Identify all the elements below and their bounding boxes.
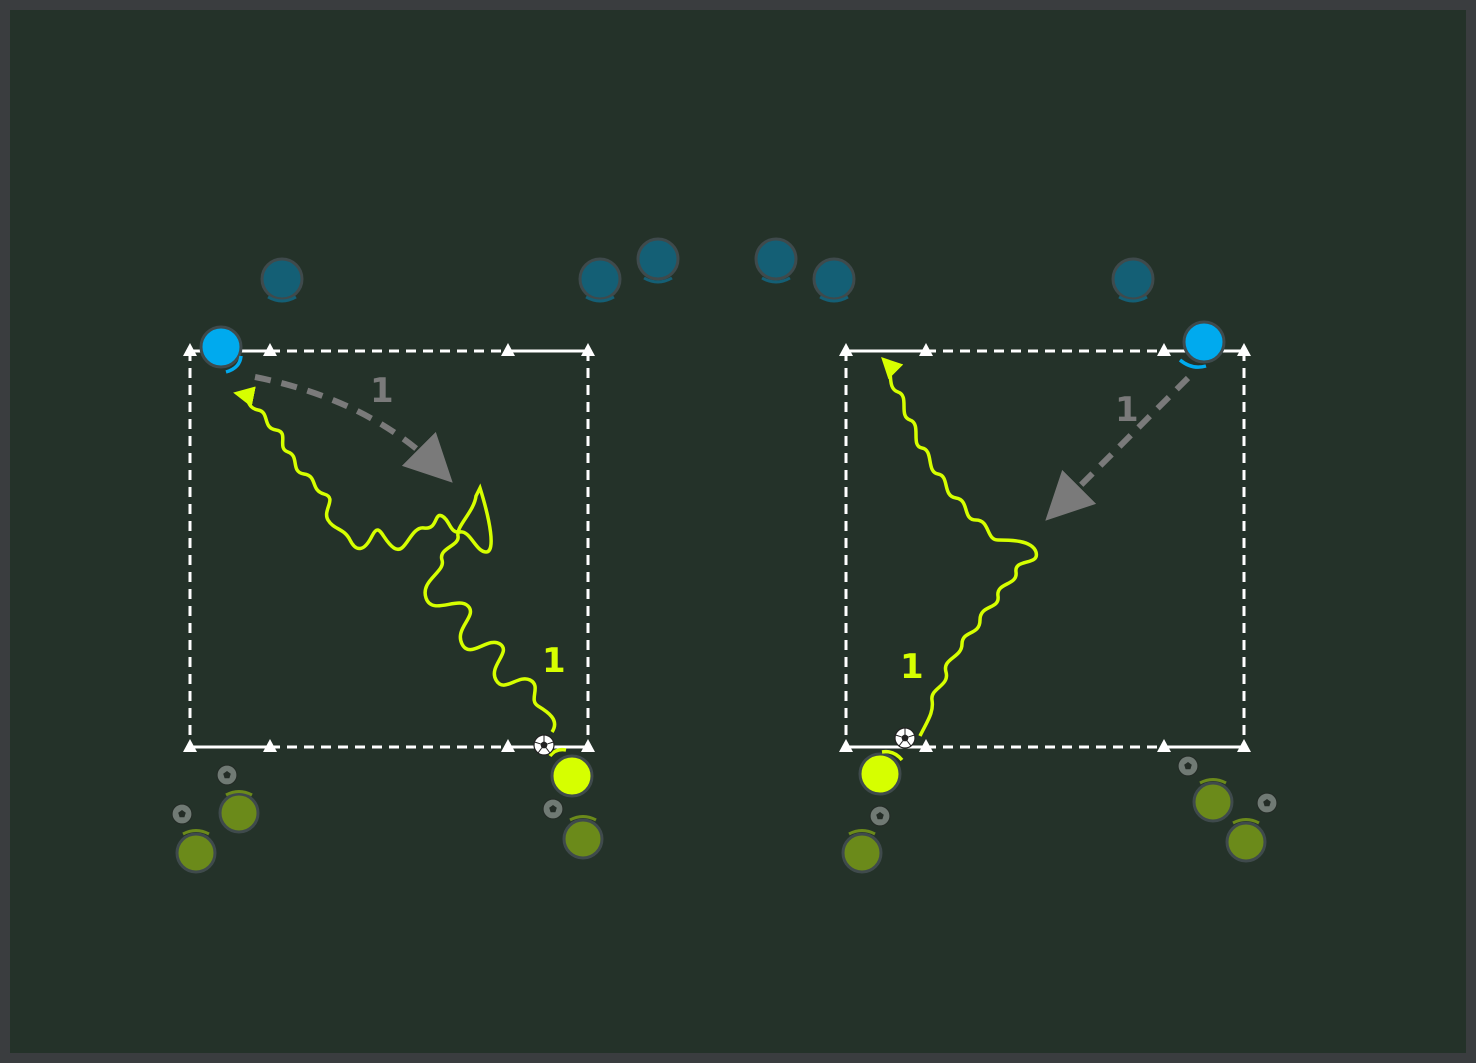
cone-icon: [263, 343, 277, 356]
player-icon: [841, 829, 883, 874]
right-dribble-path: [881, 357, 1038, 737]
ball-icon: [542, 798, 564, 820]
left-grid-cones: [183, 343, 595, 752]
player-icon: [548, 747, 594, 798]
right-dribble-label: 1: [900, 647, 924, 687]
cone-icon: [919, 343, 933, 356]
ball-icon: [533, 734, 555, 756]
player-icon: [578, 257, 622, 303]
ball-icon: [216, 764, 238, 786]
cone-icon: [1157, 739, 1171, 752]
player-icon: [199, 325, 243, 374]
right-grid: [844, 349, 1246, 749]
right-grid-cones: [839, 343, 1251, 752]
left-pass-arrow: [254, 374, 453, 483]
player-icon: [858, 749, 904, 796]
player-icon: [562, 815, 604, 860]
player-icon: [754, 237, 798, 284]
cone-icon: [183, 739, 197, 752]
ball-icon: [171, 803, 193, 825]
cone-icon: [581, 739, 595, 752]
player-icon: [636, 237, 680, 284]
player-icon: [218, 790, 260, 834]
cone-icon: [581, 343, 595, 356]
cone-icon: [1157, 343, 1171, 356]
player-icon: [1178, 320, 1226, 369]
cone-icon: [501, 739, 515, 752]
left-grid: [188, 349, 590, 749]
ball-icon: [1256, 792, 1278, 814]
cone-icon: [183, 343, 197, 356]
cone-icon: [263, 739, 277, 752]
cone-icon: [1237, 343, 1251, 356]
left-dribble-label: 1: [542, 641, 566, 681]
left-dribble-path: [233, 386, 557, 733]
ball-icon: [869, 805, 891, 827]
waiting-attackers: [171, 755, 1278, 874]
waiting-defenders: [260, 237, 1155, 303]
cone-icon: [839, 343, 853, 356]
player-icon: [175, 829, 217, 874]
player-icon: [1192, 778, 1234, 823]
cone-icon: [919, 739, 933, 752]
player-icon: [260, 257, 304, 303]
pitch-background: [10, 10, 1466, 1053]
player-icon: [812, 257, 856, 303]
player-icon: [1111, 257, 1155, 303]
right-pass-label: 1: [1115, 390, 1139, 430]
cone-icon: [839, 739, 853, 752]
player-icon: [1225, 818, 1267, 863]
cone-icon: [1237, 739, 1251, 752]
left-pass-label: 1: [370, 371, 394, 411]
right-pass-arrow: [1045, 375, 1191, 521]
ball-icon: [1177, 755, 1199, 777]
cone-icon: [501, 343, 515, 356]
ball-icon: [894, 727, 916, 749]
